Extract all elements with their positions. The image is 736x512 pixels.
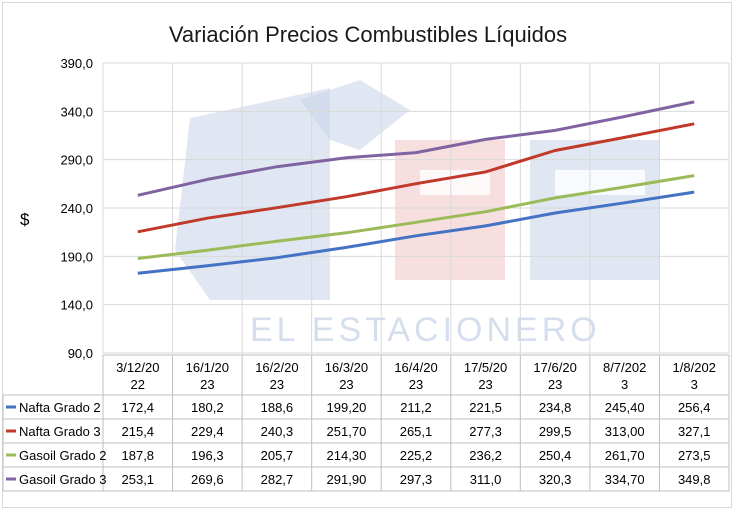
x-category-label: 8/7/202: [603, 360, 646, 375]
data-value-label: 320,3: [539, 472, 572, 487]
y-tick-label: 90,0: [68, 346, 93, 361]
x-category-label: 23: [409, 377, 423, 392]
data-value-label: 187,8: [122, 448, 155, 463]
x-category-label: 16/1/20: [186, 360, 229, 375]
x-category-label: 1/8/202: [673, 360, 716, 375]
watermark-text: EL ESTACIONERO: [250, 311, 601, 349]
data-value-label: 214,30: [327, 448, 367, 463]
x-category-label: 3: [621, 377, 628, 392]
legend-series-name: Nafta Grado 3: [19, 424, 101, 439]
x-category-label: 16/2/20: [255, 360, 298, 375]
data-value-label: 188,6: [261, 400, 294, 415]
data-value-label: 261,70: [605, 448, 645, 463]
x-category-label: 23: [270, 377, 284, 392]
grid-lines: [102, 62, 730, 354]
data-value-label: 349,8: [678, 472, 711, 487]
data-value-label: 225,2: [400, 448, 433, 463]
data-value-label: 334,70: [605, 472, 645, 487]
series-line: [137, 174, 695, 260]
data-value-label: 253,1: [122, 472, 155, 487]
x-category-label: 23: [548, 377, 562, 392]
data-value-label: 196,3: [191, 448, 224, 463]
data-value-label: 236,2: [469, 448, 502, 463]
data-value-label: 221,5: [469, 400, 502, 415]
watermark-letter-e-right: [530, 140, 660, 280]
x-category-label: 23: [339, 377, 353, 392]
data-value-label: 273,5: [678, 448, 711, 463]
data-value-label: 277,3: [469, 424, 502, 439]
series-line: [137, 100, 695, 197]
series-lines: [137, 100, 695, 275]
series-line: [137, 122, 695, 234]
watermark-logo: EL ESTACIONERO: [175, 80, 660, 349]
chart-title: Variación Precios Combustibles Líquidos: [168, 22, 568, 47]
x-category-label: 23: [200, 377, 214, 392]
data-value-label: 251,70: [327, 424, 367, 439]
data-table: 3/12/20 22 16/1/20 23 16/2/20 23 16/3/20 23 16/4…: [2, 354, 730, 492]
data-value-label: 215,4: [122, 424, 155, 439]
data-value-label: 311,0: [470, 472, 502, 487]
data-value-label: 291,90: [327, 472, 367, 487]
x-category-label: 3/12/20: [116, 360, 159, 375]
data-value-label: 256,4: [678, 400, 711, 415]
y-tick-label: 240,0: [60, 201, 93, 216]
legend-series-name: Gasoil Grado 2: [19, 448, 106, 463]
series-line: [137, 190, 695, 275]
data-value-label: 211,2: [400, 400, 432, 415]
data-value-label: 229,4: [191, 424, 224, 439]
data-value-label: 240,3: [261, 424, 294, 439]
legend-series-name: Gasoil Grado 3: [19, 472, 106, 487]
data-value-label: 265,1: [400, 424, 433, 439]
data-value-label: 245,40: [605, 400, 645, 415]
data-value-label: 299,5: [539, 424, 572, 439]
watermark-pump-shape: [175, 88, 330, 300]
y-axis-label: $: [20, 210, 30, 229]
y-tick-label: 190,0: [60, 249, 93, 264]
x-category-label: 17/5/20: [464, 360, 507, 375]
data-value-label: 234,8: [539, 400, 572, 415]
data-value-label: 180,2: [191, 400, 224, 415]
x-category-label: 17/6/20: [533, 360, 576, 375]
data-value-label: 172,4: [122, 400, 155, 415]
data-value-label: 250,4: [539, 448, 572, 463]
x-category-label: 16/4/20: [394, 360, 437, 375]
watermark-flame-shape: [300, 80, 410, 150]
x-category-label: 23: [478, 377, 492, 392]
y-tick-label: 140,0: [60, 298, 93, 313]
legend-series-name: Nafta Grado 2: [19, 400, 101, 415]
y-tick-label: 390,0: [60, 56, 93, 71]
x-category-label: 22: [131, 377, 145, 392]
x-category-label: 3: [691, 377, 698, 392]
data-value-label: 297,3: [400, 472, 433, 487]
data-value-label: 282,7: [261, 472, 294, 487]
data-value-label: 327,1: [678, 424, 711, 439]
y-tick-label: 340,0: [60, 104, 93, 119]
data-value-label: 199,20: [327, 400, 367, 415]
data-value-label: 313,00: [605, 424, 645, 439]
x-category-label: 16/3/20: [325, 360, 368, 375]
y-axis-ticks: 390,0 340,0 290,0 240,0 190,0 140,0 90,0: [60, 56, 93, 361]
y-tick-label: 290,0: [60, 153, 93, 168]
data-value-label: 205,7: [261, 448, 294, 463]
data-value-label: 269,6: [191, 472, 224, 487]
